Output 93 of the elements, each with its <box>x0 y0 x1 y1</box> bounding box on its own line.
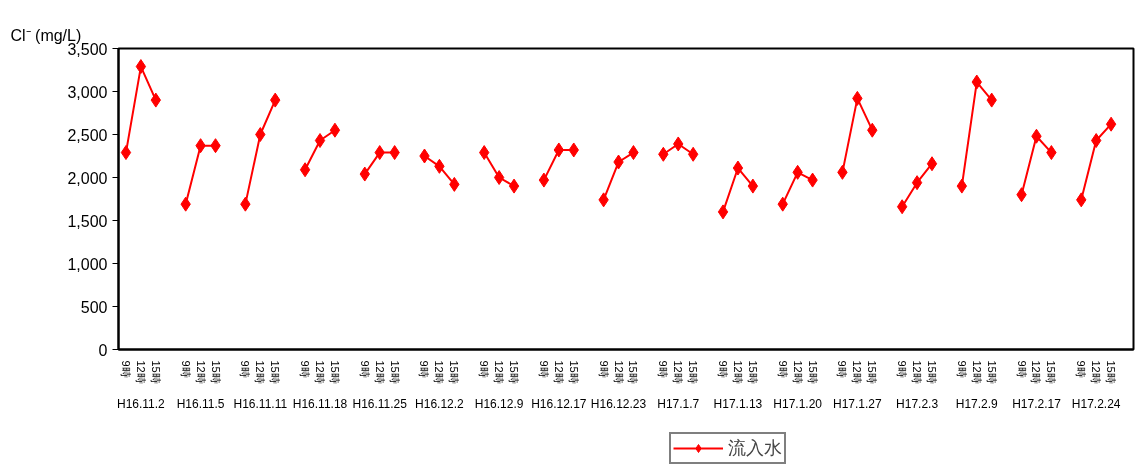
point <box>926 156 938 172</box>
x-tick-label: 9時 <box>418 360 431 378</box>
x-tick-label: 12時 <box>254 360 267 384</box>
x-tick-label: 15時 <box>149 360 162 384</box>
point <box>508 178 520 194</box>
x-tick-label: 15時 <box>985 360 998 384</box>
x-tick-label: 15時 <box>806 360 819 384</box>
text: H16.12.2 <box>415 396 465 411</box>
x-tick-label: 12時 <box>433 360 446 384</box>
point <box>911 175 923 191</box>
x-tick-label: 12時 <box>1090 360 1103 384</box>
x-tick-label: 9時 <box>537 360 550 378</box>
text: H17.1.7 <box>657 396 700 411</box>
x-tick-label: 15時 <box>508 360 521 384</box>
text: H17.1.20 <box>773 396 823 411</box>
x-tick-label: 9時 <box>836 360 849 378</box>
text: H17.1.13 <box>713 396 763 411</box>
text: H16.12.9 <box>474 396 524 411</box>
point <box>956 178 968 194</box>
text: H16.12.23 <box>590 396 647 411</box>
x-tick-label: 9時 <box>299 360 312 378</box>
x-tick-label: 12時 <box>314 360 327 384</box>
x-tick-label: 15時 <box>448 360 461 384</box>
x-tick-label: 15時 <box>866 360 879 384</box>
y-tick-label: 3,000 <box>67 83 108 101</box>
x-tick-label: 12時 <box>373 360 386 384</box>
x-tick-label: 9時 <box>896 360 909 378</box>
x-tick-label: 15時 <box>209 360 222 384</box>
point <box>329 122 341 138</box>
text: H16.11.18 <box>292 396 348 411</box>
x-tick-label: 12時 <box>851 360 864 384</box>
x-tick-label: 9時 <box>597 360 610 378</box>
x-tick-label: 15時 <box>925 360 938 384</box>
point <box>255 127 266 142</box>
x-tick-label: 9時 <box>657 360 670 378</box>
text: H16.11.25 <box>352 396 408 411</box>
x-tick-label: 15時 <box>627 360 640 384</box>
x-tick-label: 15時 <box>328 360 341 384</box>
x-tick-label: 9時 <box>119 360 132 378</box>
text: H17.2.9 <box>955 396 999 411</box>
x-tick-label: 12時 <box>791 360 804 384</box>
x-tick-label: 12時 <box>134 360 147 384</box>
point <box>493 170 505 185</box>
point <box>1105 116 1117 132</box>
point <box>732 160 744 176</box>
text: H16.12.17 <box>531 396 587 411</box>
y-tick-label: 500 <box>80 298 108 316</box>
y-tick-label: 1,000 <box>67 255 108 273</box>
x-tick-label: 9時 <box>776 360 789 378</box>
point <box>120 145 132 161</box>
x-tick-label: 9時 <box>1075 360 1088 378</box>
x-tick-label: 9時 <box>955 360 968 378</box>
x-tick-label: 9時 <box>1015 360 1028 378</box>
x-tick-label: 12時 <box>731 360 744 384</box>
text: H16.11.2 <box>116 396 166 411</box>
x-tick-label: 12時 <box>493 360 506 384</box>
text: H17.2.3 <box>896 396 939 411</box>
x-tick-label: 12時 <box>672 360 685 384</box>
x-tick-label: 12時 <box>970 360 983 384</box>
x-tick-label: 15時 <box>687 360 700 384</box>
point <box>314 133 326 149</box>
x-tick-label: 15時 <box>1045 360 1058 384</box>
point <box>538 172 550 188</box>
x-tick-label: 12時 <box>911 360 924 384</box>
y-tick-label: 2,500 <box>67 126 108 144</box>
x-tick-label: 9時 <box>717 360 730 378</box>
x-tick-label: 15時 <box>567 360 580 384</box>
y-tick-label: 0 <box>98 341 108 359</box>
point <box>747 178 759 194</box>
x-tick-label: 9時 <box>179 360 192 378</box>
point <box>135 59 147 75</box>
x-tick-label: 15時 <box>1105 360 1118 384</box>
x-tick-label: 9時 <box>239 360 252 378</box>
x-tick-label: 15時 <box>746 360 759 384</box>
legend-label: 流入水 <box>728 437 782 460</box>
x-tick-label: 9時 <box>358 360 371 378</box>
point <box>717 204 729 220</box>
x-tick-label: 15時 <box>269 360 282 384</box>
text: H16.11.5 <box>176 396 225 411</box>
x-tick-label: 12時 <box>612 360 625 384</box>
point <box>896 199 908 215</box>
x-tick-label: 9時 <box>478 360 491 378</box>
x-tick-label: 12時 <box>552 360 565 384</box>
text: H17.2.24 <box>1071 396 1121 411</box>
y-tick-label: 1,500 <box>67 212 108 230</box>
x-tick-label: 12時 <box>1030 360 1043 384</box>
text: H16.11.11 <box>233 396 288 411</box>
text: H17.1.27 <box>833 396 883 411</box>
point <box>299 162 311 178</box>
x-tick-label: 12時 <box>194 360 207 384</box>
x-tick-label: 15時 <box>388 360 401 384</box>
y-tick-label: 2,000 <box>67 169 108 187</box>
text: H17.2.17 <box>1012 396 1062 411</box>
